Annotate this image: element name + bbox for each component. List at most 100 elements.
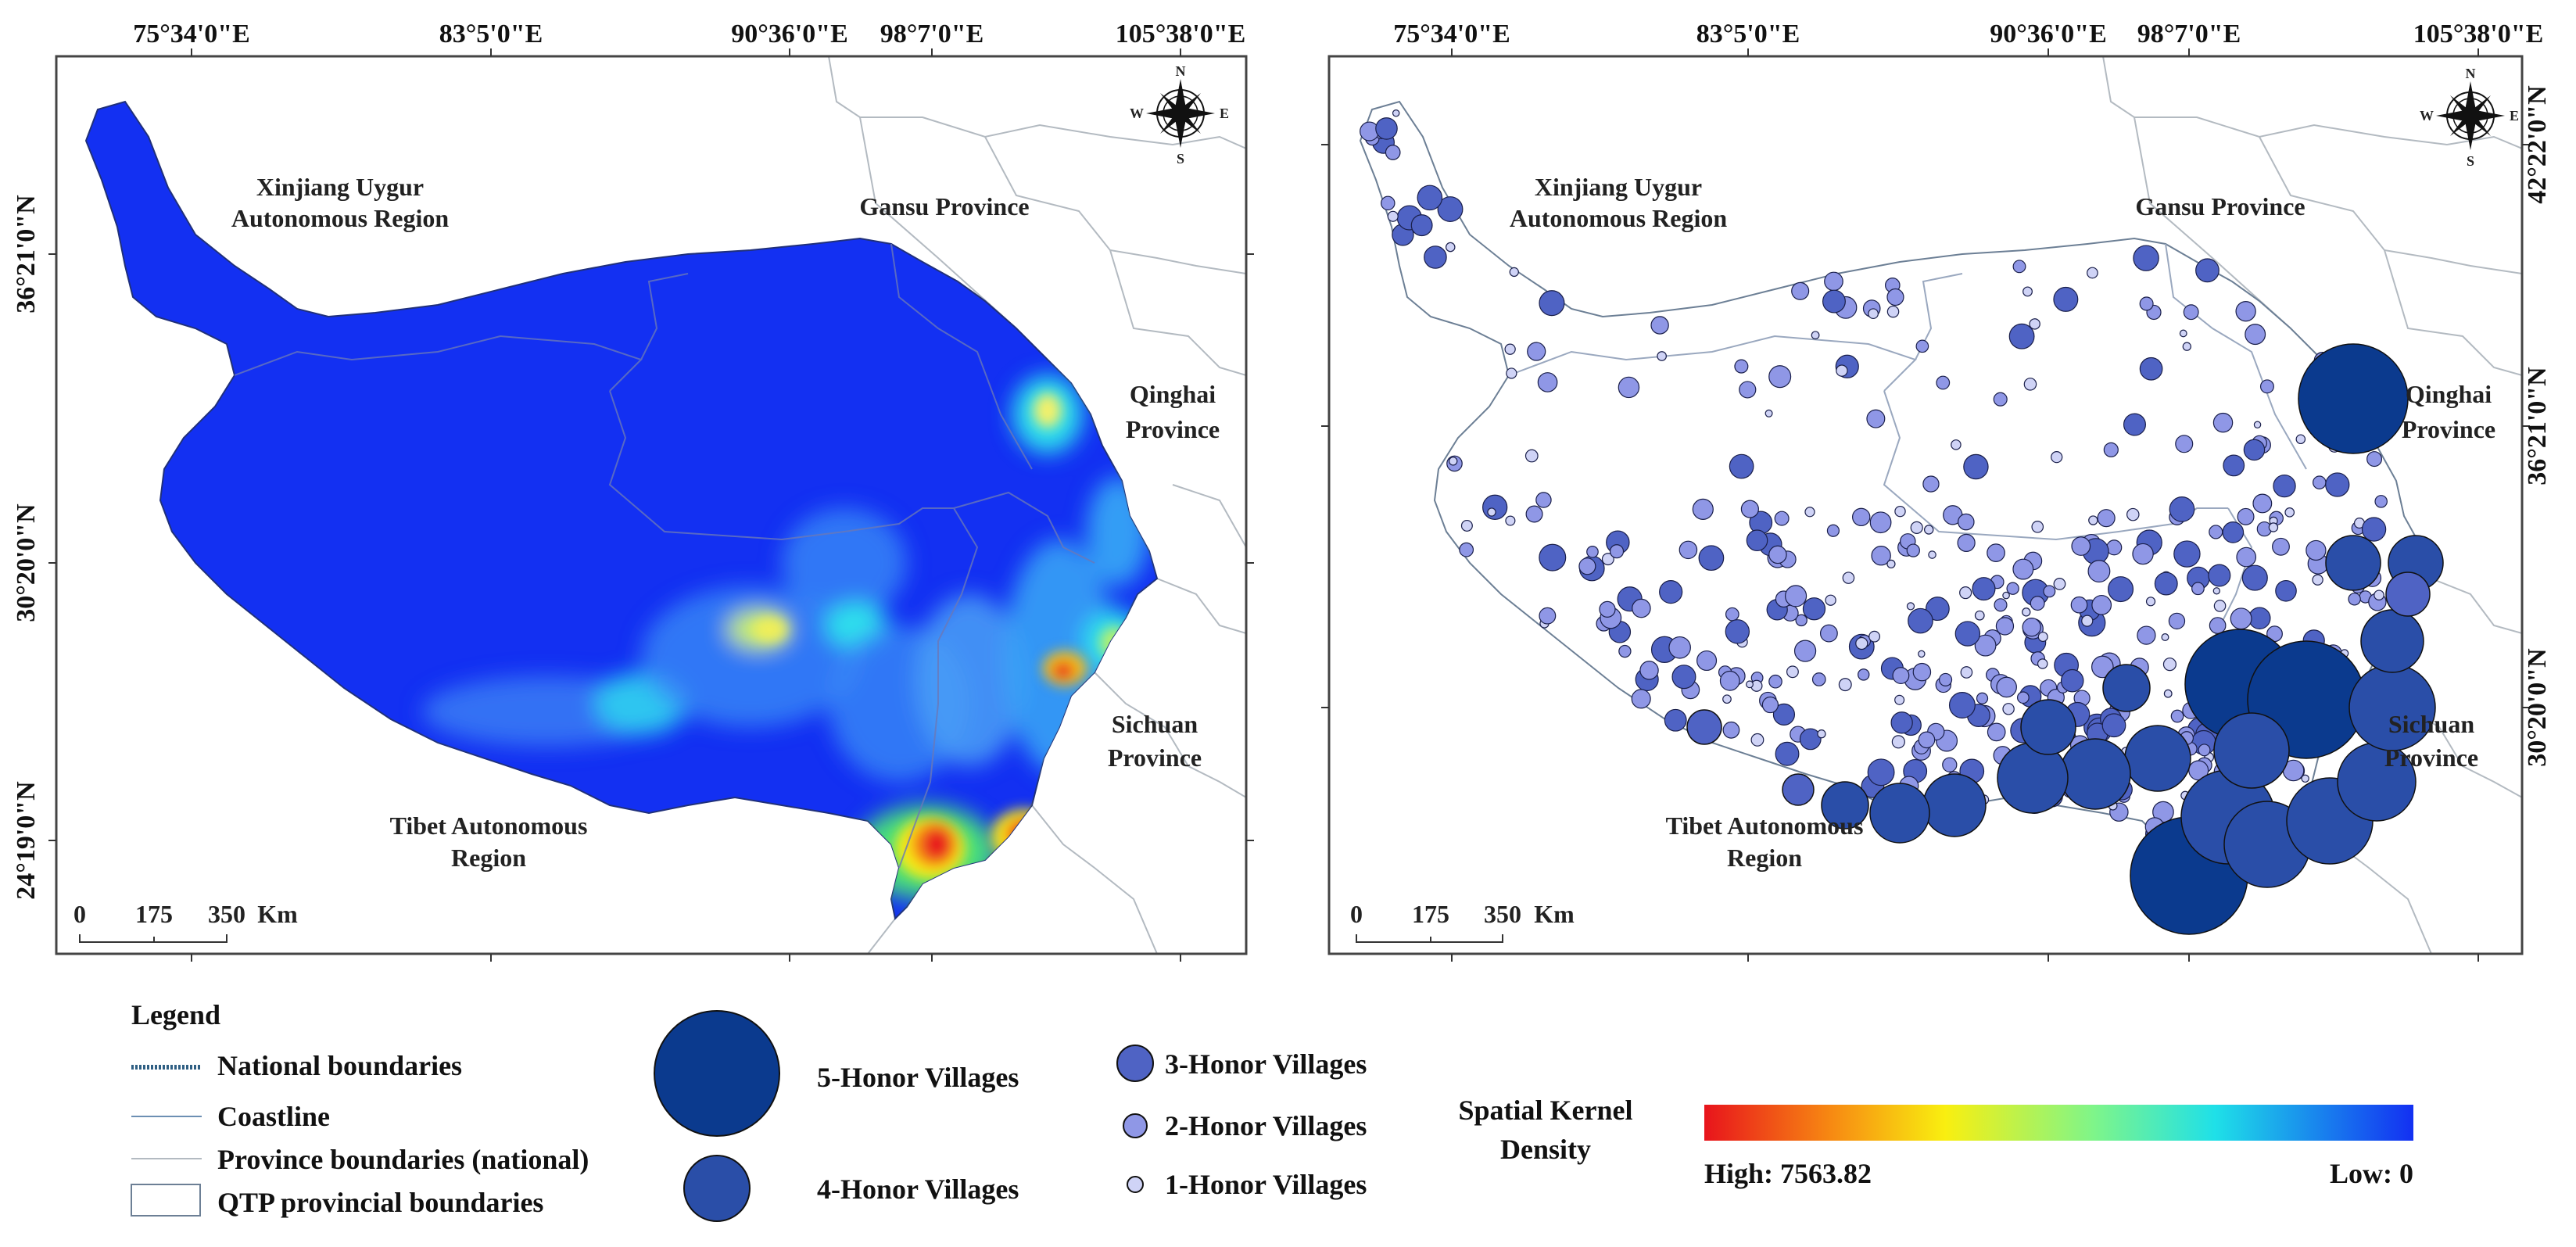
village-point	[1993, 392, 2008, 407]
label-tibet-2-right: Region	[1727, 844, 1802, 872]
village-point	[2275, 579, 2297, 602]
village-point	[2268, 522, 2279, 532]
village-point	[2272, 537, 2290, 556]
village-point	[2366, 451, 2383, 468]
lat-tick-label: 24°19'0"N	[12, 781, 41, 900]
label-xinjiang-2-left: Autonomous Region	[231, 204, 449, 232]
village-point	[2223, 454, 2245, 477]
village-point	[2106, 539, 2123, 556]
village-point	[1976, 692, 1989, 704]
village-point	[2022, 618, 2041, 637]
village-point	[1768, 545, 1787, 564]
scale-unit-left: Km	[257, 900, 298, 928]
village-point	[1375, 117, 1398, 140]
scale-mid-right: 175	[1412, 900, 1449, 928]
village-point	[1799, 728, 1822, 751]
honor-village-large-point	[1782, 773, 1815, 806]
compass-e-right: E	[2510, 108, 2519, 124]
village-point	[1729, 453, 1754, 479]
village-point	[1659, 580, 1683, 604]
village-point	[1811, 331, 1820, 340]
village-point	[1915, 339, 1929, 353]
village-point	[2212, 587, 2220, 595]
right-region-labels: Xinjiang Uygur Autonomous Region Gansu P…	[1510, 173, 2495, 872]
village-point	[1535, 492, 1552, 508]
village-point	[1886, 288, 1904, 306]
village-point	[1750, 733, 1765, 747]
village-point	[2222, 521, 2245, 543]
legend-national: National boundaries	[217, 1050, 462, 1081]
village-point	[2022, 286, 2033, 297]
village-point	[1618, 644, 1632, 658]
village-point	[1524, 449, 1539, 463]
village-point	[2053, 286, 2079, 312]
village-point	[1392, 109, 1400, 117]
village-point	[1785, 585, 1807, 607]
village-point	[1824, 271, 1843, 292]
village-point	[1822, 289, 1846, 314]
honor-village-large-point	[2124, 725, 2191, 792]
village-point	[1825, 594, 1836, 606]
village-point	[1791, 281, 1810, 300]
village-point	[2060, 668, 2084, 693]
village-point	[2348, 593, 2361, 606]
village-point	[2273, 474, 2296, 498]
village-point	[2209, 525, 2223, 539]
right-plateau-outline	[1359, 100, 2444, 935]
village-point	[2091, 655, 2114, 679]
legend-honor4: 4-Honor Villages	[817, 1174, 1019, 1205]
village-point	[1639, 661, 1659, 680]
village-point	[2183, 304, 2199, 321]
village-point	[2070, 596, 2088, 614]
village-point	[1631, 689, 1651, 709]
village-point	[2022, 607, 2031, 617]
village-point	[1871, 545, 1891, 566]
village-point	[1910, 521, 1923, 534]
village-point	[2213, 600, 2227, 612]
village-point	[1894, 505, 1906, 518]
village-point	[2002, 591, 2010, 600]
village-point	[1768, 365, 1792, 389]
village-point	[1385, 145, 1401, 160]
honor4-symbol	[683, 1155, 751, 1222]
village-point	[2126, 507, 2140, 521]
village-point	[1987, 543, 2005, 562]
lon-tick-label: 90°36'0"E	[1990, 20, 2107, 48]
village-point	[1928, 550, 1936, 559]
honor-village-large-point	[2059, 738, 2131, 810]
village-point	[1601, 553, 1614, 566]
village-point	[1671, 665, 1696, 690]
village-point	[2252, 493, 2273, 514]
village-point	[2237, 507, 2255, 525]
label-qinghai-1-left: Qinghai	[1130, 380, 1216, 408]
label-xinjiang-2-right: Autonomous Region	[1510, 204, 1727, 232]
village-point	[2029, 318, 2040, 330]
village-point	[1868, 308, 1879, 320]
village-point	[2133, 245, 2159, 271]
lon-tick-label: 105°38'0"E	[1116, 20, 1246, 48]
lon-tick-label: 83°5'0"E	[1696, 20, 1800, 48]
village-point	[2012, 260, 2026, 274]
honor-village-large-point	[2020, 699, 2076, 755]
village-point	[2243, 439, 2266, 461]
village-point	[1417, 185, 1443, 211]
village-point	[1906, 543, 1920, 557]
lat-tick-label: 30°20'0"N	[12, 503, 41, 622]
village-point	[2051, 451, 2063, 464]
label-sichuan-2-left: Province	[1108, 744, 1202, 772]
village-point	[1817, 729, 1826, 739]
village-point	[2208, 564, 2231, 587]
left-map-panel: 75°34'0"E 83°5'0"E 90°36'0"E 98°7'0"E 105°38…	[12, 20, 1254, 962]
compass-n-right: N	[2466, 66, 2476, 81]
honor-village-large-point	[1869, 783, 1930, 844]
legend-honor3: 3-Honor Villages	[1165, 1048, 1367, 1080]
lon-tick-label: 75°34'0"E	[1393, 20, 1510, 48]
right-map-border	[1327, 55, 2524, 955]
village-point	[1891, 735, 1905, 749]
village-point	[1722, 694, 1732, 704]
village-point	[1869, 511, 1892, 534]
village-point	[2132, 543, 2154, 565]
village-point	[2198, 744, 2211, 757]
lon-tick-label: 98°7'0"E	[880, 20, 984, 48]
compass-rose-right: N S E W	[2420, 66, 2519, 169]
